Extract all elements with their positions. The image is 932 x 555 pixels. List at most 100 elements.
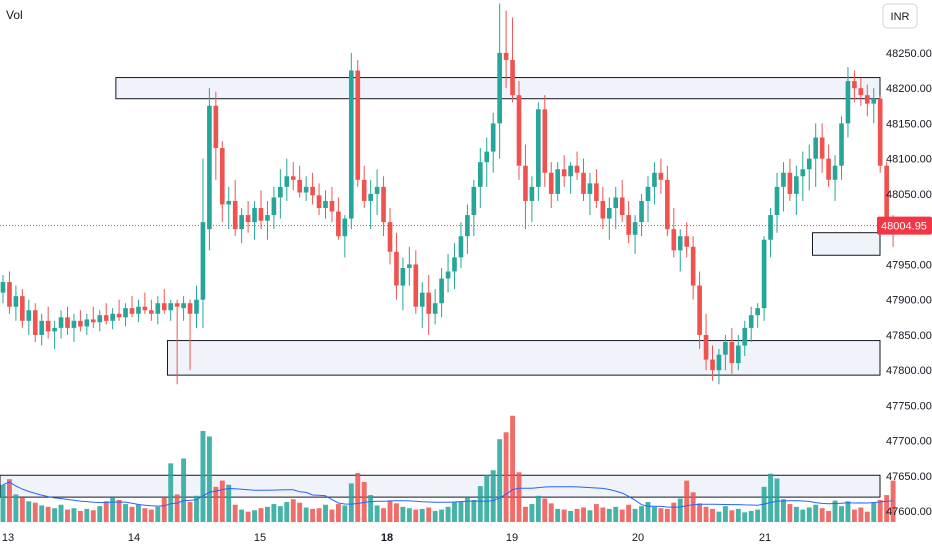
volume-bar	[510, 415, 516, 522]
candle	[84, 313, 90, 335]
candle	[407, 246, 412, 286]
volume-bar	[800, 509, 806, 522]
candle-body	[284, 176, 290, 187]
volume-bar	[793, 506, 799, 522]
candle-body	[445, 271, 451, 279]
candle	[864, 84, 870, 117]
candle-body	[877, 98, 883, 166]
candle-body	[671, 229, 677, 251]
candle	[387, 208, 393, 265]
candle	[716, 349, 722, 385]
candle-body	[239, 215, 244, 230]
candle-body	[529, 186, 535, 201]
candle	[381, 176, 386, 237]
volume-bar	[755, 509, 761, 522]
price-tick-label: 48200.00	[886, 83, 932, 95]
volume-bar	[97, 506, 103, 522]
volume-bar	[181, 458, 187, 522]
candle-body	[826, 158, 831, 180]
candle	[155, 296, 161, 325]
candle	[200, 158, 206, 328]
volume-bar	[116, 499, 122, 522]
candle-body	[129, 308, 135, 314]
candle-body	[755, 308, 760, 316]
candle	[574, 151, 580, 180]
volume-bar	[522, 506, 528, 522]
candle	[271, 186, 277, 230]
volume-bar	[884, 495, 890, 522]
candle	[806, 144, 812, 191]
currency-label: INR	[891, 11, 910, 23]
candle	[116, 299, 122, 321]
candle-body	[168, 303, 174, 311]
candle	[748, 306, 754, 342]
candle	[768, 208, 773, 258]
candle-body	[116, 313, 122, 318]
volume-bar	[677, 498, 683, 522]
currency-box[interactable]	[882, 3, 918, 29]
candle	[161, 289, 167, 314]
volume-bar	[768, 473, 774, 522]
candle	[323, 190, 328, 219]
candle-body	[735, 345, 741, 364]
candle-body	[484, 151, 490, 163]
volume-bar	[348, 483, 354, 522]
price-tick-label: 47800.00	[886, 365, 932, 377]
candle-body	[194, 299, 199, 314]
candle-body	[45, 320, 51, 332]
volume-bar	[226, 484, 232, 522]
volume-panel-label: Vol	[6, 8, 23, 22]
candle-body	[639, 200, 644, 223]
price-axis[interactable]: 48250.00 48200.00 48150.00 48100.00 48050.00…	[886, 48, 932, 518]
volume-bar	[452, 501, 457, 522]
volume-bar	[516, 472, 522, 522]
candle-body	[200, 222, 206, 300]
candle-body	[110, 313, 115, 321]
candle	[0, 275, 6, 304]
volume-bar	[832, 500, 838, 522]
candle	[149, 299, 154, 321]
volume-bar	[806, 507, 812, 522]
candle-body	[852, 81, 857, 89]
volume-bar	[90, 510, 96, 522]
volume-bar	[335, 504, 341, 522]
candle-body	[136, 306, 141, 314]
candle-body	[400, 267, 406, 286]
volume-bar	[297, 502, 303, 522]
time-axis[interactable]: 13 14 15 18 19 20 21	[2, 532, 771, 544]
volume-bar	[458, 501, 464, 522]
candle-body	[303, 186, 309, 193]
zone-box-3[interactable]	[166, 340, 881, 376]
candle	[71, 313, 77, 342]
zone-box-2[interactable]	[811, 232, 881, 256]
time-tick-label: 20	[632, 532, 644, 544]
candle-body	[542, 109, 548, 173]
candle-body	[477, 162, 483, 187]
candle	[490, 112, 496, 173]
time-tick-label: 18	[381, 532, 393, 544]
price-tick-label: 48150.00	[886, 118, 932, 130]
candle	[439, 267, 444, 318]
volume-bar	[864, 511, 870, 522]
volume-bar	[632, 508, 638, 522]
candle-body	[20, 296, 25, 321]
candle	[374, 169, 380, 216]
volume-bar	[123, 504, 129, 522]
candle-body	[271, 197, 277, 216]
candle	[619, 179, 625, 223]
candle-body	[381, 186, 386, 223]
volume-bar	[664, 508, 670, 522]
zone-box-4[interactable]	[0, 474, 881, 498]
candle	[445, 253, 451, 293]
last-price-badge[interactable]	[877, 216, 932, 235]
candle-body	[697, 285, 702, 335]
candle	[168, 299, 174, 321]
candle-body	[452, 257, 457, 272]
volume-bar	[716, 511, 722, 522]
candle-body	[871, 98, 877, 104]
volume-bar	[600, 507, 606, 522]
volume-bar	[142, 508, 148, 522]
candle-body	[574, 165, 580, 173]
